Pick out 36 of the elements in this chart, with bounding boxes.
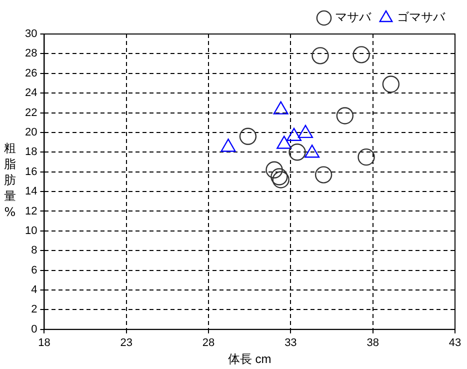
point — [336, 107, 354, 124]
point — [358, 148, 375, 166]
y-axis-title: 粗脂肪量% — [3, 140, 17, 220]
point — [382, 76, 400, 93]
y-tick-label: 12 — [24, 205, 38, 218]
y-tick-label: 28 — [24, 48, 38, 60]
y-tick-label: 26 — [24, 67, 38, 80]
y-tick-label: 24 — [24, 87, 38, 100]
point — [312, 47, 329, 64]
point — [239, 128, 257, 146]
point — [288, 144, 306, 161]
point — [352, 46, 370, 64]
point — [272, 171, 290, 188]
x-tick-label: 28 — [202, 337, 215, 350]
x-tick-label: 23 — [120, 337, 133, 350]
y-tick-label: 20 — [24, 126, 38, 138]
point — [270, 168, 288, 186]
x-tick-label: 38 — [366, 337, 379, 350]
y-tick-label: 22 — [24, 106, 38, 119]
y-tick-label: 2 — [31, 304, 38, 316]
y-tick-label: 18 — [24, 146, 38, 158]
point — [314, 166, 332, 184]
x-tick-label: 43 — [448, 337, 462, 350]
legend-label: ゴマサバ — [397, 10, 446, 24]
y-tick-label: 10 — [24, 224, 38, 237]
y-tick-label: 30 — [24, 28, 38, 40]
y-tick-label: 14 — [24, 186, 38, 198]
y-tick-label: 4 — [31, 284, 38, 296]
x-axis-title: 体長 cm — [228, 352, 272, 366]
point — [266, 161, 283, 178]
y-tick-label: 0 — [31, 323, 38, 336]
y-tick-label: 6 — [31, 264, 38, 276]
y-tick-label: 16 — [24, 166, 38, 178]
y-tick-label: 8 — [31, 244, 38, 257]
legend-label: マサバ — [335, 10, 372, 24]
x-tick-label: 33 — [284, 337, 297, 350]
